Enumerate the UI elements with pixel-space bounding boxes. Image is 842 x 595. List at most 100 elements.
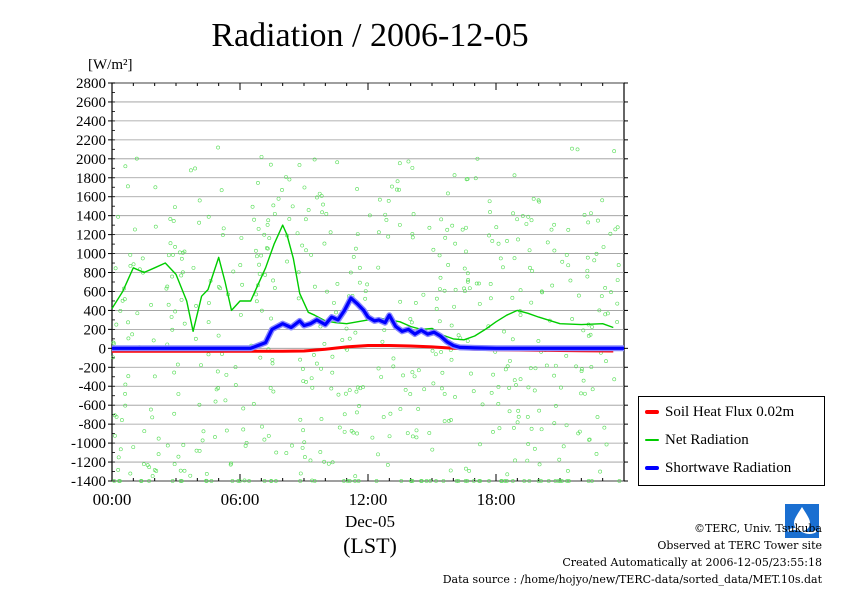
scatter-point <box>416 407 421 411</box>
scatter-point <box>587 437 592 442</box>
scatter-point <box>430 348 435 353</box>
scatter-point <box>442 288 447 293</box>
scatter-point <box>386 234 391 239</box>
scatter-point <box>560 479 564 483</box>
scatter-point <box>308 458 313 463</box>
x-axis-date-label: Dec-05 <box>345 512 395 531</box>
scatter-point <box>427 225 432 230</box>
scatter-point <box>464 466 468 471</box>
scatter-point <box>387 434 392 439</box>
scatter-point <box>488 210 492 214</box>
y-tick-label: 1600 <box>76 190 106 206</box>
scatter-point <box>453 241 458 246</box>
scatter-point <box>330 370 335 375</box>
scatter-point <box>164 286 169 291</box>
scatter-point <box>507 386 512 390</box>
scatter-point <box>284 451 289 455</box>
y-tick-label: 400 <box>84 303 107 319</box>
scatter-point <box>450 223 455 228</box>
scatter-point <box>270 361 275 366</box>
scatter-point <box>285 259 289 264</box>
scatter-point <box>178 479 183 483</box>
plot-frame <box>111 82 625 482</box>
scatter-point <box>405 431 410 436</box>
y-axis-unit-label: [W/m²] <box>88 57 132 73</box>
scatter-point <box>165 443 170 448</box>
scatter-point <box>173 245 177 249</box>
scatter-point <box>579 369 584 374</box>
scatter-point <box>552 421 557 426</box>
y-tick-label: 2800 <box>76 76 106 92</box>
scatter-point <box>431 381 436 386</box>
scatter-point <box>410 165 415 170</box>
scatter-point <box>487 199 492 204</box>
net-radiation-scatter <box>111 145 622 483</box>
scatter-point <box>590 387 595 392</box>
scatter-point <box>131 262 136 267</box>
legend-item-soil-heat-flux: Soil Heat Flux 0.02m <box>645 399 794 425</box>
y-tick-label: 2400 <box>76 114 106 130</box>
scatter-point <box>409 479 413 483</box>
scatter-point <box>367 213 372 218</box>
scatter-point <box>213 399 218 404</box>
scatter-point <box>290 204 295 209</box>
scatter-point <box>434 479 438 483</box>
scatter-point <box>570 317 575 321</box>
scatter-point <box>262 232 267 237</box>
scatter-point <box>446 191 450 196</box>
scatter-point <box>325 289 329 294</box>
scatter-point <box>449 418 453 422</box>
scatter-point <box>166 253 171 258</box>
scatter-point <box>116 468 121 472</box>
scatter-point <box>262 479 267 483</box>
scatter-point <box>216 386 221 391</box>
scatter-point <box>559 385 563 390</box>
scatter-point <box>560 259 565 264</box>
scatter-point <box>335 282 340 286</box>
scatter-point <box>128 471 133 476</box>
scatter-point <box>111 341 116 346</box>
scatter-point <box>298 479 303 483</box>
x-axis-timezone-label: (LST) <box>343 533 397 558</box>
scatter-point <box>271 203 276 208</box>
scatter-point <box>466 278 470 282</box>
scatter-point <box>241 427 246 432</box>
scatter-point <box>540 290 545 295</box>
scatter-point <box>431 247 436 252</box>
scatter-point <box>154 469 159 473</box>
y-tick-label: -1000 <box>71 436 106 452</box>
scatter-point <box>512 173 517 178</box>
scatter-point <box>586 220 591 225</box>
scatter-point <box>503 367 508 372</box>
scatter-point <box>347 479 352 483</box>
scatter-point <box>530 269 535 273</box>
scatter-point <box>471 479 476 483</box>
scatter-point <box>398 299 403 304</box>
scatter-point <box>150 474 155 478</box>
legend-swatch-shortwave-radiation <box>645 466 659 470</box>
series-halo-shortwave-radiation <box>112 295 624 352</box>
scatter-point <box>199 363 203 367</box>
scatter-point <box>268 162 273 167</box>
scatter-point <box>220 352 224 356</box>
scatter-point <box>511 211 515 216</box>
scatter-point <box>151 338 156 343</box>
scatter-point <box>304 248 308 253</box>
y-tick-label: -1400 <box>71 474 106 490</box>
scatter-point <box>612 377 617 382</box>
scatter-point <box>259 308 264 313</box>
y-tick-label: -200 <box>79 360 107 376</box>
y-tick-label: 1400 <box>76 209 106 225</box>
scatter-point <box>303 217 308 222</box>
scatter-point <box>269 316 273 321</box>
scatter-point <box>348 270 353 275</box>
scatter-point <box>149 407 153 412</box>
scatter-point <box>437 253 442 258</box>
scatter-point <box>239 236 244 240</box>
scatter-point <box>179 479 184 483</box>
scatter-point <box>512 256 517 261</box>
scatter-point <box>276 196 281 201</box>
scatter-point <box>386 199 391 203</box>
scatter-point <box>224 428 229 433</box>
